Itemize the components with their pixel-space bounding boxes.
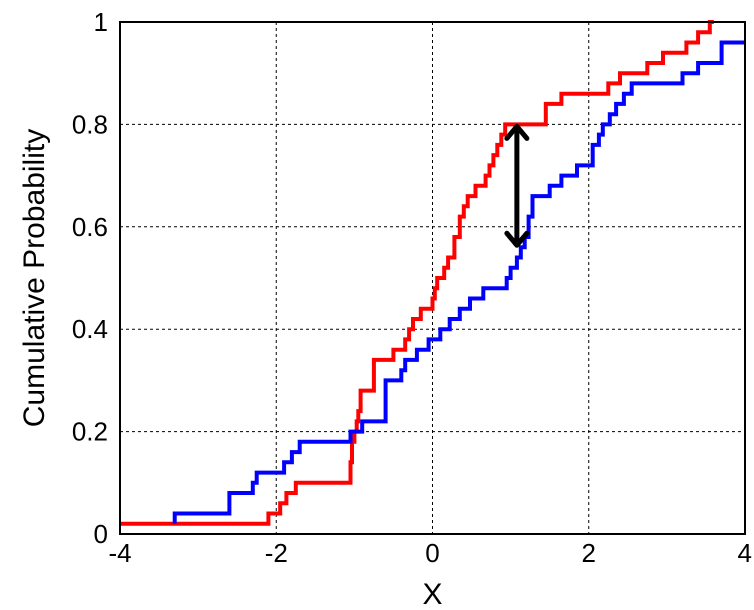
plot-frame bbox=[119, 21, 746, 535]
x-tick-label: -4 bbox=[108, 538, 131, 568]
x-tick-label: 0 bbox=[425, 538, 439, 568]
annotation-group bbox=[504, 123, 530, 248]
series-group bbox=[120, 20, 745, 526]
arrow-head-top bbox=[504, 123, 530, 141]
y-tick-label: 0.8 bbox=[72, 109, 108, 139]
x-tick-label: -2 bbox=[265, 538, 288, 568]
y-axis-label: Cumulative Probability bbox=[18, 129, 51, 427]
x-tick-label: 2 bbox=[582, 538, 596, 568]
y-tick-label: 1 bbox=[94, 7, 108, 37]
y-tick-label: 0.4 bbox=[72, 314, 108, 344]
x-tick-label: 4 bbox=[738, 538, 752, 568]
grid bbox=[120, 22, 745, 534]
y-tick-label: 0.2 bbox=[72, 417, 108, 447]
arrow-head-bottom bbox=[504, 230, 530, 248]
x-axis-label: X bbox=[422, 578, 442, 610]
y-tick-label: 0 bbox=[94, 519, 108, 549]
series-line-2 bbox=[172, 40, 745, 524]
y-tick-labels: 0 0.2 0.4 0.6 0.8 1 bbox=[72, 7, 108, 549]
x-tick-labels: -4 -2 0 2 4 bbox=[108, 538, 752, 568]
y-tick-label: 0.6 bbox=[72, 212, 108, 242]
